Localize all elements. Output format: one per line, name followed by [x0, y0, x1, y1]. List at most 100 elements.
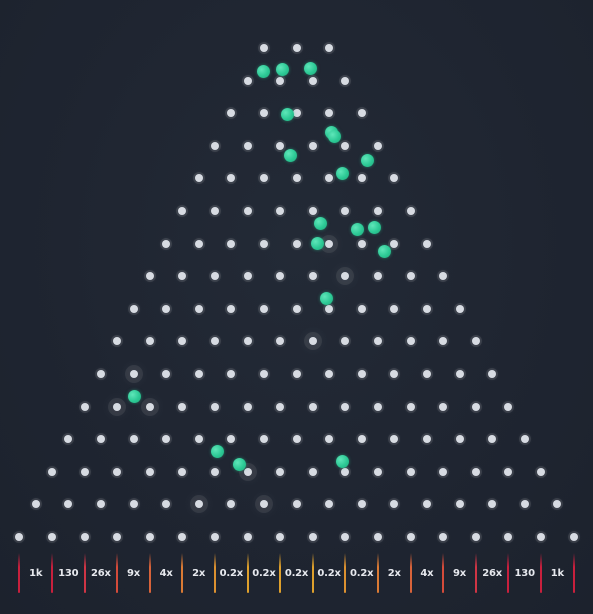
peg	[227, 500, 236, 509]
peg	[341, 337, 350, 346]
peg	[276, 141, 285, 150]
slot-divider	[311, 553, 314, 593]
peg	[259, 435, 268, 444]
peg	[48, 467, 56, 476]
peg	[553, 500, 562, 509]
peg	[520, 435, 529, 444]
peg	[455, 435, 464, 444]
peg	[292, 435, 301, 444]
peg	[504, 402, 513, 411]
peg	[243, 141, 252, 150]
peg	[276, 337, 285, 346]
peg	[439, 272, 448, 281]
peg	[488, 370, 497, 378]
peg	[439, 402, 448, 411]
multiplier-slot: 2x	[192, 567, 206, 579]
peg	[178, 467, 187, 476]
peg	[292, 239, 301, 248]
peg	[15, 533, 24, 541]
peg	[406, 402, 415, 411]
peg	[292, 44, 301, 52]
peg	[259, 304, 268, 313]
peg	[48, 533, 56, 541]
peg	[357, 174, 366, 183]
peg	[488, 500, 497, 509]
peg	[341, 141, 350, 150]
peg	[439, 467, 448, 476]
peg	[80, 533, 89, 541]
ball	[280, 107, 294, 121]
peg	[569, 533, 578, 541]
peg	[227, 174, 236, 183]
peg	[227, 109, 236, 118]
peg	[504, 467, 513, 476]
peg	[243, 207, 252, 215]
peg	[374, 402, 382, 411]
peg	[390, 304, 399, 313]
peg	[292, 174, 301, 183]
peg	[374, 467, 382, 476]
peg	[325, 44, 334, 52]
slot-divider	[214, 553, 216, 593]
slot-divider	[442, 553, 445, 593]
peg	[211, 141, 219, 150]
peg	[243, 272, 252, 281]
ball	[232, 457, 246, 471]
multiplier-slot: 9x	[126, 567, 140, 579]
peg	[211, 207, 219, 215]
peg	[178, 337, 187, 346]
peg	[390, 370, 399, 378]
peg	[325, 304, 334, 313]
multiplier-slot: 130	[514, 567, 535, 579]
slot-divider	[246, 553, 249, 593]
peg	[259, 370, 268, 378]
ball	[310, 236, 324, 250]
peg	[162, 500, 171, 509]
peg	[406, 337, 415, 346]
peg	[422, 304, 431, 313]
peg	[96, 370, 105, 378]
peg	[145, 467, 154, 476]
multiplier-slot: 4x	[159, 567, 173, 579]
peg	[259, 109, 268, 118]
slot-divider	[148, 553, 151, 593]
peg	[194, 435, 203, 444]
peg	[113, 533, 122, 541]
peg	[308, 402, 317, 411]
peg	[357, 435, 366, 444]
ball	[327, 129, 341, 143]
slot-divider	[279, 553, 282, 593]
multiplier-slot: 9x	[452, 567, 466, 579]
peg	[292, 370, 301, 378]
peg	[227, 239, 236, 248]
peg	[308, 467, 317, 476]
peg	[471, 533, 480, 541]
ball	[210, 444, 224, 458]
peg	[308, 337, 317, 346]
peg	[178, 402, 187, 411]
peg	[211, 533, 219, 541]
peg	[243, 467, 252, 476]
ball	[313, 216, 327, 230]
peg	[390, 174, 399, 183]
peg	[357, 304, 366, 313]
peg	[471, 337, 480, 346]
peg	[162, 304, 171, 313]
peg	[113, 337, 122, 346]
peg	[211, 402, 219, 411]
peg	[227, 370, 236, 378]
ball	[360, 153, 374, 167]
peg	[422, 370, 431, 378]
peg	[194, 370, 203, 378]
peg	[162, 239, 171, 248]
peg	[341, 76, 350, 85]
slot-divider	[409, 553, 412, 593]
multiplier-slot: 1k	[550, 567, 564, 579]
peg	[243, 76, 252, 85]
peg	[276, 467, 285, 476]
peg	[129, 435, 138, 444]
ball	[335, 454, 349, 468]
peg	[537, 533, 545, 541]
peg	[357, 370, 366, 378]
peg	[390, 500, 399, 509]
